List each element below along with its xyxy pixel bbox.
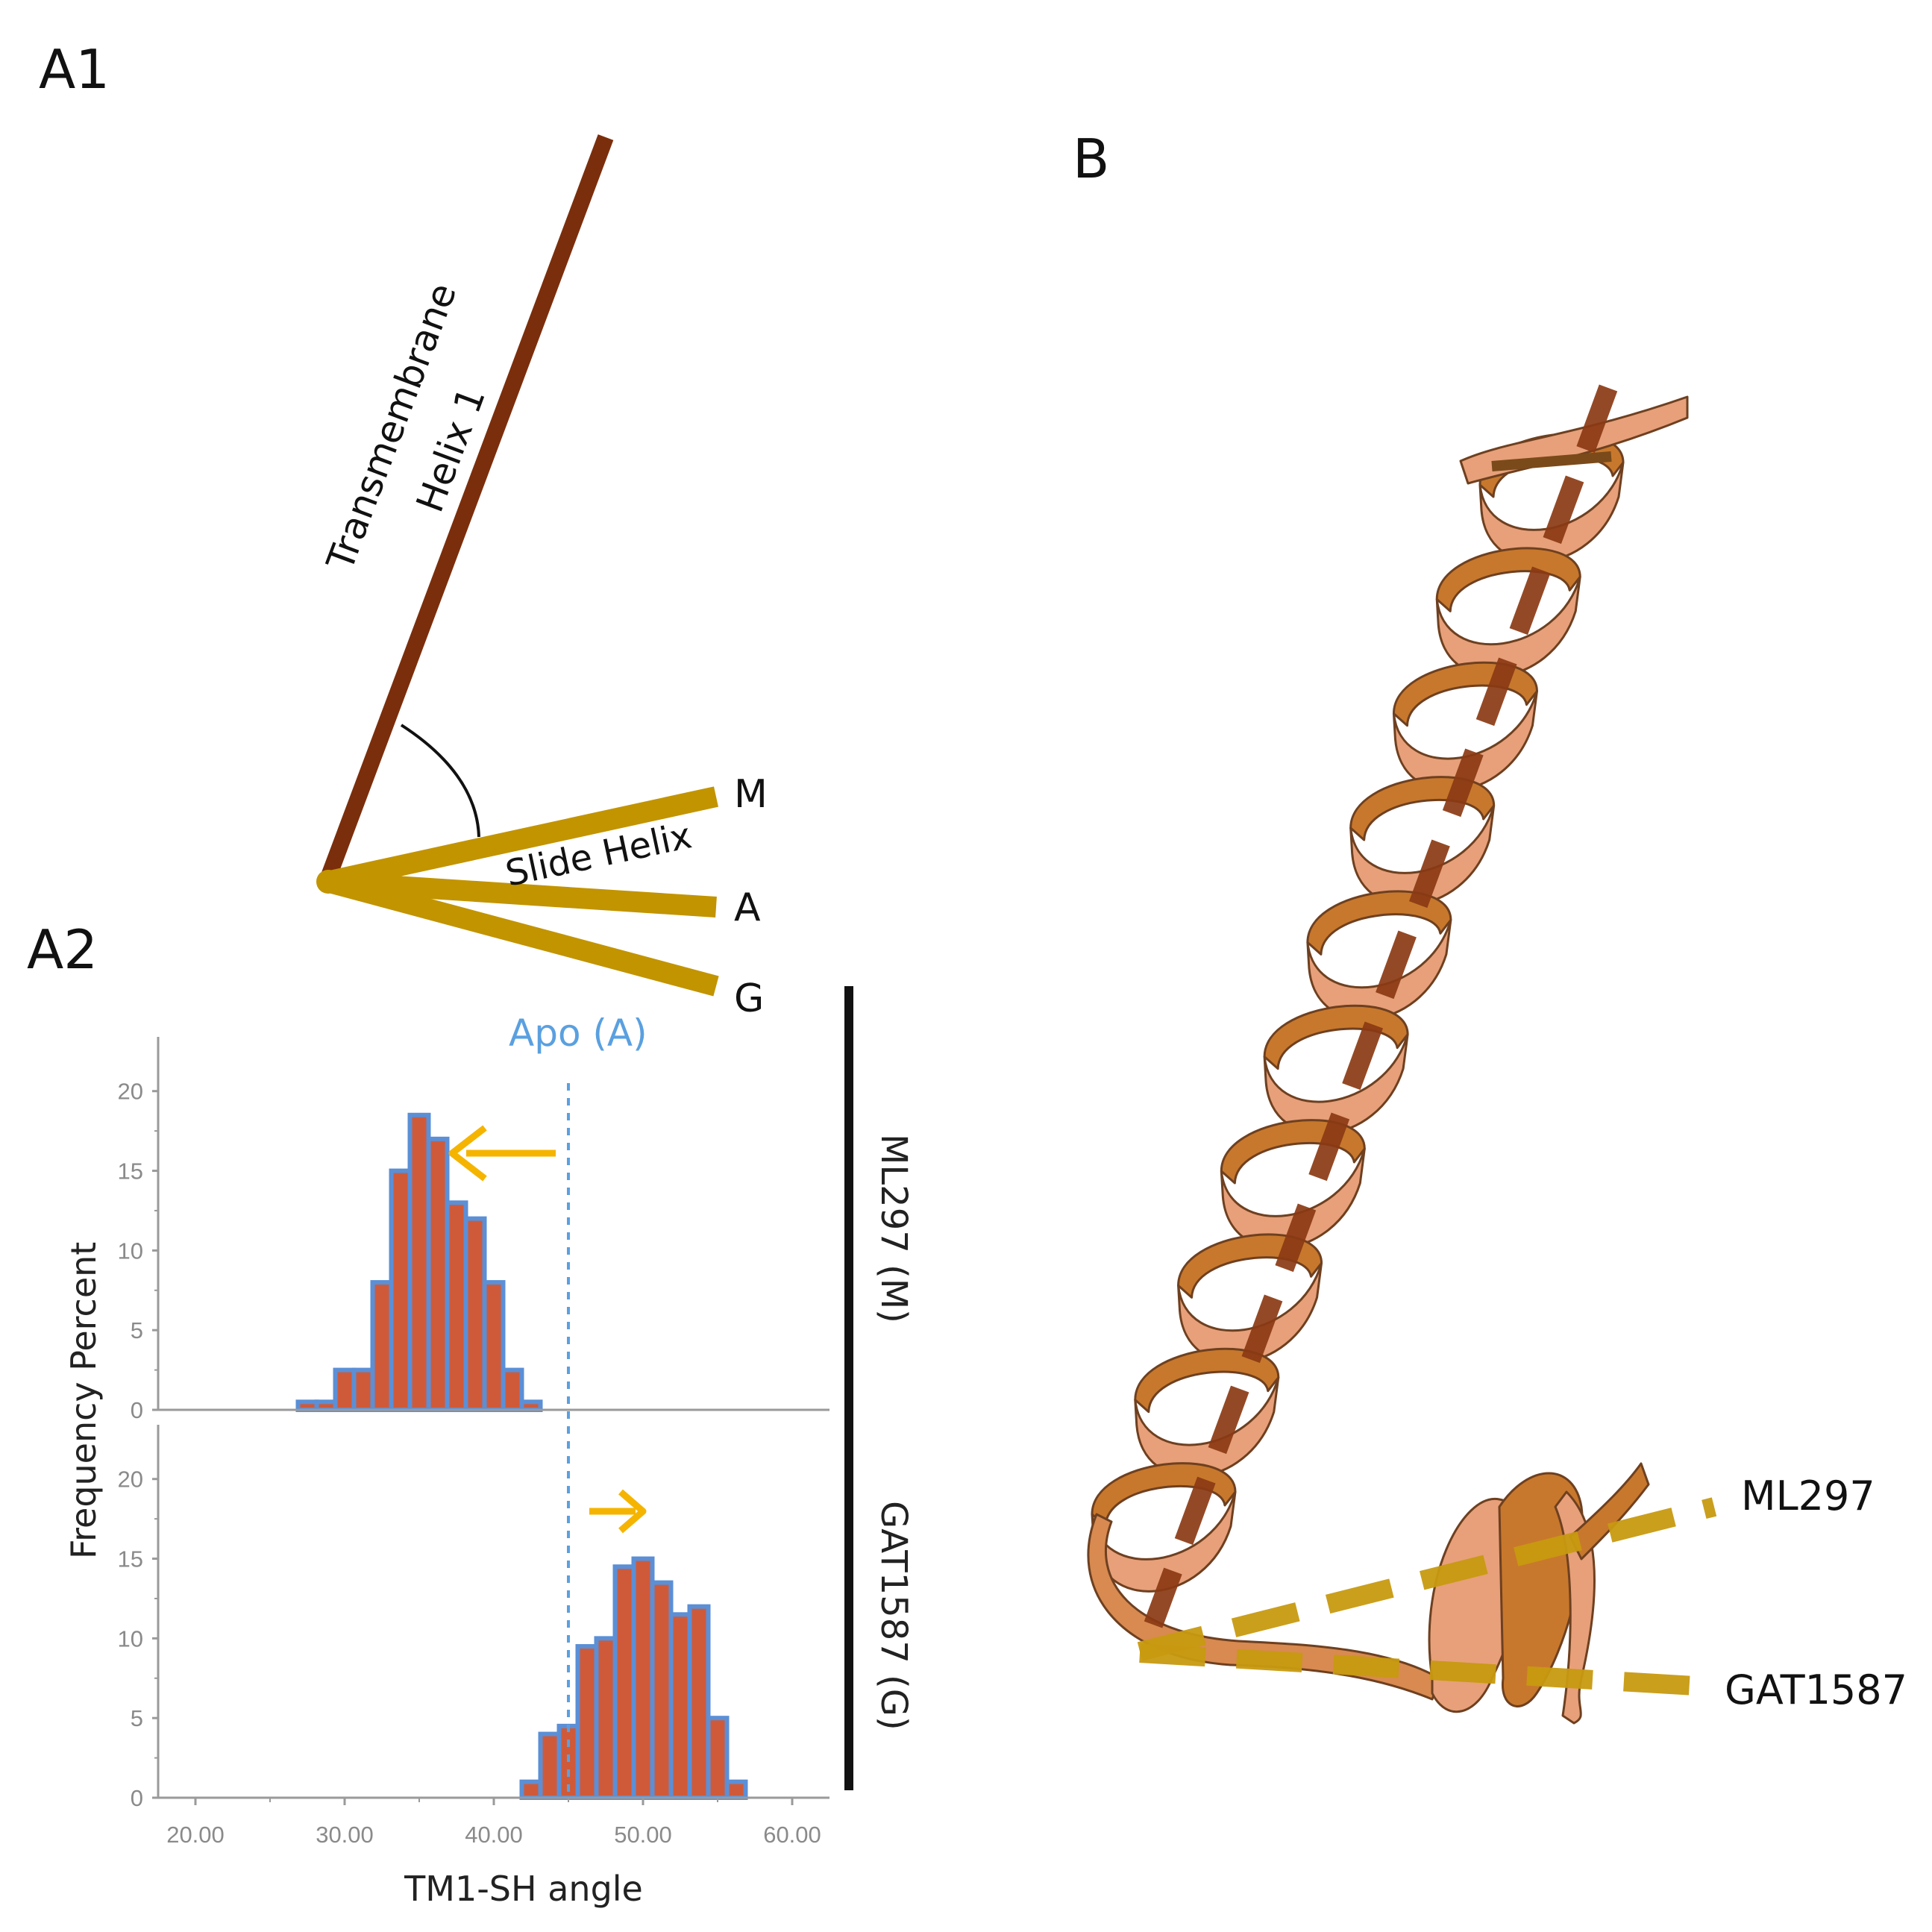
right-label-ml297: ML297 (M) xyxy=(873,1134,915,1323)
x-tick-label: 40.00 xyxy=(465,1822,523,1848)
slide-helix-end xyxy=(1569,1462,1650,1561)
panel-label-b: B xyxy=(1073,128,1109,190)
bottom-histogram-bar xyxy=(668,1612,692,1800)
top-y-tick-label: 15 xyxy=(118,1158,143,1185)
bottom-y-tick-label: 20 xyxy=(118,1467,143,1493)
top-histogram-bar xyxy=(407,1112,431,1412)
top-histogram-bar xyxy=(314,1399,338,1413)
a1-diagram: Transmembrane Helix 1 Slide Helix M A G xyxy=(316,134,768,1021)
state-label-g: G xyxy=(734,976,764,1021)
top-histogram-bars xyxy=(295,1112,543,1413)
bottom-histogram-bar xyxy=(575,1644,599,1800)
label-ml297: ML297 xyxy=(1741,1472,1875,1519)
protein-ribbon xyxy=(1087,395,1689,1725)
bottom-histogram-bar xyxy=(687,1604,711,1801)
helix-coil-back xyxy=(1435,547,1581,612)
panel-label-a2: A2 xyxy=(27,918,98,981)
bottom-histogram-bar xyxy=(724,1779,748,1801)
top-histogram-bar xyxy=(463,1216,487,1412)
bottom-histogram-bar xyxy=(631,1556,655,1800)
bottom-y-tick-label: 5 xyxy=(131,1705,143,1731)
top-y-tick-label: 5 xyxy=(131,1317,143,1343)
top-histogram-bar xyxy=(501,1367,524,1413)
tm1-axis-dashed xyxy=(1144,384,1618,1628)
helix-coil-back xyxy=(1349,776,1496,841)
arrow-left-head xyxy=(448,1125,487,1182)
ml297-axis-dashed xyxy=(1137,1497,1717,1661)
apo-reference-label: Apo (A) xyxy=(509,1012,647,1055)
panel-label-a1: A1 xyxy=(39,38,110,101)
x-tick-label: 30.00 xyxy=(316,1822,374,1848)
bottom-y-tick-label: 10 xyxy=(118,1625,143,1652)
state-label-m: M xyxy=(734,772,768,817)
helix-coil-back xyxy=(1091,1462,1237,1528)
right-label-gat1587: GAT1587 (G) xyxy=(873,1501,915,1731)
bottom-histogram-bars xyxy=(519,1556,748,1801)
bottom-histogram-bar xyxy=(538,1731,562,1800)
top-histogram-bar xyxy=(426,1136,450,1413)
x-tick-label: 50.00 xyxy=(614,1822,672,1848)
bottom-histogram-bar xyxy=(650,1580,674,1800)
top-y-tick-label: 0 xyxy=(131,1397,143,1423)
bottom-histogram-bar xyxy=(519,1779,543,1801)
y-axis-title: Frequency Percent xyxy=(63,1242,104,1559)
top-histogram-bar xyxy=(519,1399,543,1413)
helix-coil-back xyxy=(1263,1004,1409,1070)
hinge-point xyxy=(316,870,340,894)
slide-helix-m xyxy=(324,786,718,892)
slide-helix-g xyxy=(324,871,719,997)
helix-coil-back xyxy=(1392,661,1538,727)
top-histogram-bar xyxy=(295,1399,319,1413)
tm-helix-rod xyxy=(319,134,614,885)
bottom-y-tick-label: 0 xyxy=(131,1785,143,1811)
helix-coils xyxy=(1091,433,1625,1593)
bottom-y-tick-label: 15 xyxy=(118,1546,143,1572)
top-histogram-bar xyxy=(370,1280,394,1413)
helix-coil-front xyxy=(1091,1490,1237,1593)
x-axis: 20.00 30.00 40.00 50.00 60.00 xyxy=(166,1798,821,1848)
x-tick-label: 20.00 xyxy=(166,1822,225,1848)
bottom-histogram-bar xyxy=(594,1636,618,1800)
top-histogram-bar xyxy=(445,1200,468,1412)
arrow-right xyxy=(589,1489,647,1534)
bottom-histogram-bar xyxy=(706,1716,730,1801)
top-histogram-bar xyxy=(482,1280,506,1413)
helix-top-strand xyxy=(1491,451,1612,471)
state-label-a: A xyxy=(734,885,761,930)
a2-histogram-chart: 0 5 10 15 20 0 5 10 15 20 20.00 30.00 40.00 50.00 60… xyxy=(118,1037,829,1848)
x-tick-label: 60.00 xyxy=(763,1822,821,1848)
top-histogram-bar xyxy=(333,1367,357,1413)
top-histogram-bar xyxy=(389,1168,413,1412)
arrow-right-head xyxy=(618,1489,647,1534)
top-y-axis: 0 5 10 15 20 xyxy=(118,1037,829,1423)
angle-arc xyxy=(400,724,480,838)
top-y-tick-label: 20 xyxy=(118,1079,143,1105)
slide-helix-a xyxy=(326,871,717,918)
top-y-tick-label: 10 xyxy=(118,1238,143,1264)
top-histogram-bar xyxy=(351,1367,375,1413)
bottom-histogram-bar xyxy=(612,1564,636,1801)
x-axis-title: TM1-SH angle xyxy=(404,1869,643,1909)
arrow-left xyxy=(448,1125,556,1182)
label-gat1587: GAT1587 xyxy=(1725,1666,1907,1713)
